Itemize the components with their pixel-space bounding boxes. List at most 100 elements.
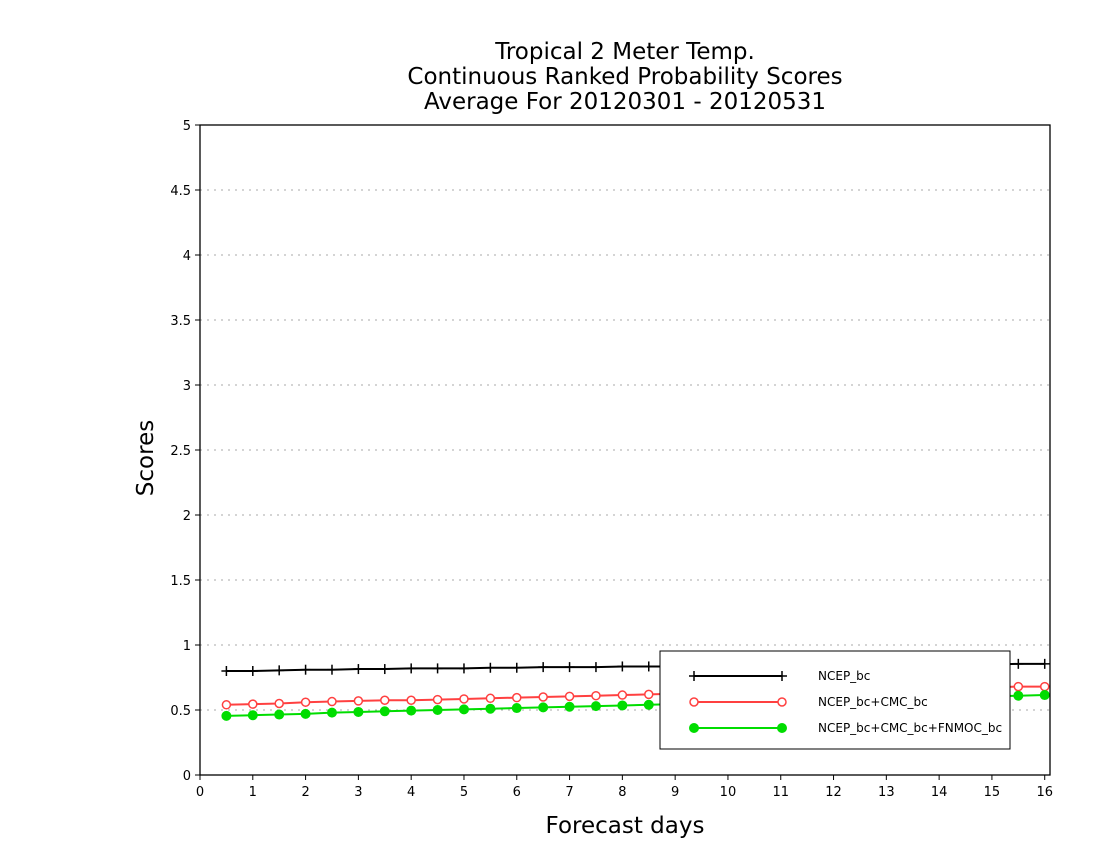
x-tick-label: 8	[618, 785, 626, 800]
data-point	[406, 705, 417, 716]
chart-title-line-1: Tropical 2 Meter Temp.	[494, 39, 755, 65]
data-point	[564, 662, 575, 673]
chart-title-line-2: Continuous Ranked Probability Scores	[407, 64, 842, 90]
x-tick-label: 5	[460, 785, 468, 800]
data-point	[221, 710, 232, 721]
data-point	[406, 663, 417, 674]
x-tick-label: 11	[772, 785, 789, 800]
legend-box	[659, 650, 1011, 750]
data-point	[458, 663, 469, 674]
legend-item-3: NCEP_bc+CMC_bc+FNMOC_bc	[689, 721, 1002, 735]
data-point	[485, 662, 496, 673]
data-point	[326, 664, 337, 675]
data-point	[432, 663, 443, 674]
data-point	[538, 662, 549, 673]
legend-marker-end	[777, 697, 787, 707]
data-point	[1039, 681, 1050, 692]
x-tick-label: 9	[671, 785, 679, 800]
x-tick-label: 3	[354, 785, 362, 800]
data-point	[617, 690, 628, 700]
data-point	[327, 696, 337, 707]
legend-marker-start	[689, 671, 699, 681]
data-point	[458, 704, 469, 715]
data-point	[1039, 658, 1050, 669]
data-point	[643, 699, 654, 710]
legend-items: NCEP_bc NCEP_bc+CMC_bc NCEP_bc+CMC_bc+FNMO…	[689, 669, 1002, 735]
x-tick-label: 1	[249, 785, 257, 800]
legend-label: NCEP_bc+CMC_bc+FNMOC_bc	[818, 721, 1002, 735]
data-point	[538, 692, 548, 702]
data-point	[590, 701, 601, 712]
legend-marker-end	[777, 671, 787, 681]
data-point	[591, 690, 601, 701]
data-point	[644, 689, 654, 700]
data-point	[274, 698, 284, 709]
data-point	[300, 697, 311, 707]
data-point	[511, 703, 522, 714]
data-point	[432, 694, 443, 705]
axis-ticks: 00.511.522.533.544.550 1 2 3 4 5 6 7 8 9 10 11 12 13 1…	[170, 119, 1053, 800]
x-tick-label: 6	[513, 785, 521, 800]
data-point	[564, 701, 575, 712]
x-tick-label: 15	[984, 785, 1001, 800]
y-tick-label: 3	[183, 379, 191, 394]
data-point	[1013, 690, 1024, 701]
data-point	[432, 705, 443, 715]
x-axis-label: Forecast days	[546, 813, 705, 839]
x-tick-label: 2	[301, 785, 309, 800]
data-point	[406, 695, 416, 705]
legend-marker-end	[777, 723, 787, 733]
y-tick-label: 1.5	[170, 574, 191, 589]
data-point	[380, 695, 390, 705]
data-point	[538, 702, 549, 713]
data-point	[1039, 690, 1050, 701]
data-point	[326, 707, 337, 718]
grid-lines	[200, 189, 1050, 711]
y-tick-label: 2.5	[170, 444, 191, 459]
y-tick-label: 4.5	[170, 184, 191, 199]
data-point	[353, 696, 364, 706]
data-point	[300, 708, 311, 719]
y-tick-label: 3.5	[170, 314, 191, 329]
y-tick-label: 1	[183, 639, 191, 654]
x-tick-label: 12	[825, 785, 842, 800]
data-point	[617, 661, 628, 672]
data-point	[564, 691, 575, 702]
data-point	[300, 664, 311, 675]
data-point	[485, 703, 496, 714]
data-point	[379, 706, 390, 717]
data-point	[247, 666, 258, 676]
y-tick-label: 2	[183, 509, 191, 524]
legend: NCEP_bc NCEP_bc+CMC_bc NCEP_bc+CMC_bc+FNMO…	[659, 650, 1011, 750]
data-point	[459, 694, 469, 704]
data-point	[247, 710, 258, 721]
y-tick-label: 5	[183, 119, 191, 134]
legend-label: NCEP_bc+CMC_bc	[818, 695, 928, 709]
data-point	[221, 666, 232, 676]
data-point	[274, 709, 285, 720]
legend-marker-start	[689, 697, 699, 707]
x-tick-label: 10	[720, 785, 737, 800]
data-point	[379, 664, 390, 675]
data-point	[221, 700, 232, 710]
chart-title-line-3: Average For 20120301 - 20120531	[424, 89, 826, 115]
legend-item-1: NCEP_bc	[689, 669, 870, 683]
legend-marker-start	[689, 723, 699, 733]
x-tick-label: 0	[196, 785, 204, 800]
x-tick-label: 7	[565, 785, 573, 800]
x-tick-label: 14	[931, 785, 948, 800]
data-point	[643, 661, 654, 672]
data-point	[248, 699, 258, 709]
y-tick-label: 0	[183, 769, 191, 784]
data-point	[353, 664, 364, 675]
legend-item-2: NCEP_bc+CMC_bc	[689, 695, 928, 709]
data-point	[1013, 681, 1024, 692]
data-point	[353, 706, 364, 717]
x-tick-label: 13	[878, 785, 895, 800]
y-axis-label: Scores	[133, 420, 159, 496]
data-point	[274, 665, 285, 676]
legend-label: NCEP_bc	[818, 669, 870, 683]
x-tick-label: 4	[407, 785, 415, 800]
